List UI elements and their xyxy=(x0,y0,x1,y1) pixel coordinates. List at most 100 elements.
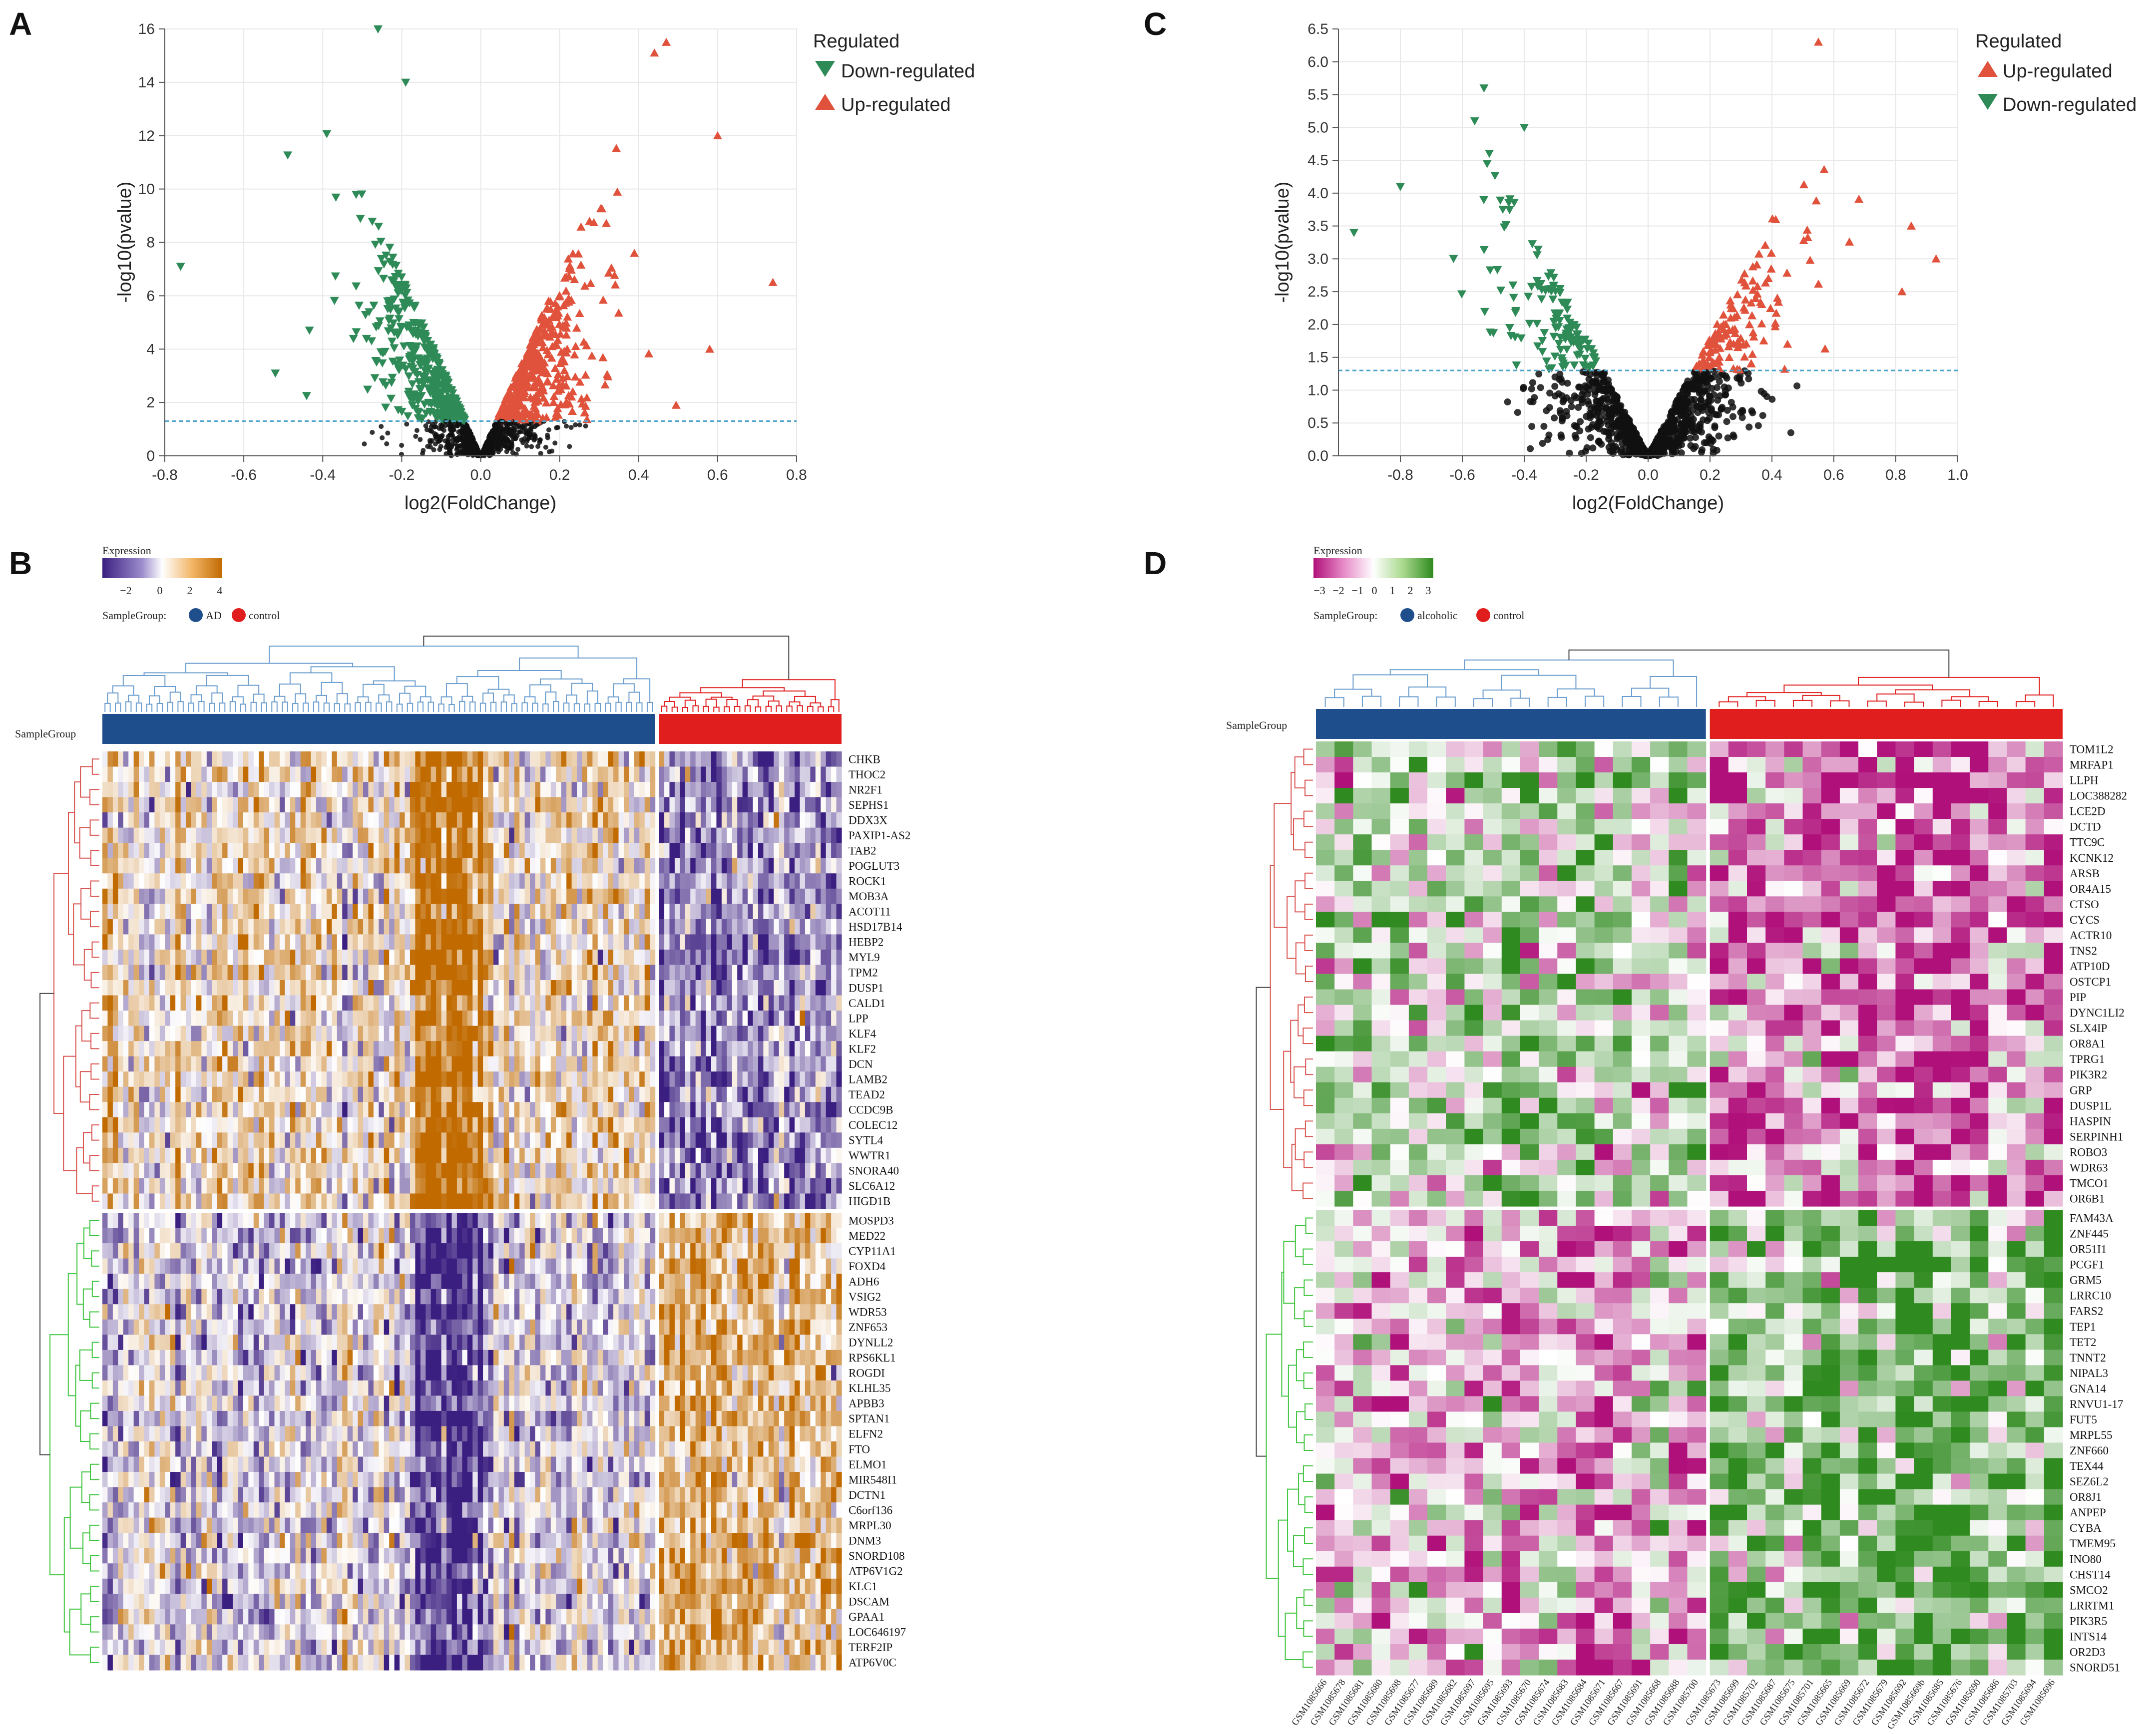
data-point-up xyxy=(572,324,581,332)
data-point-up xyxy=(539,386,548,394)
heatmap-cell xyxy=(592,827,598,843)
heatmap-cell xyxy=(540,934,546,950)
row-dendrogram-branch xyxy=(89,1524,99,1541)
heatmap-cell xyxy=(290,949,296,966)
column-dendrogram-branch xyxy=(148,695,160,704)
heatmap-cell xyxy=(300,904,306,920)
heatmap-cell xyxy=(664,858,670,874)
heatmap-cell xyxy=(337,812,343,828)
heatmap-cell xyxy=(337,843,343,859)
heatmap-cell xyxy=(737,949,743,966)
heatmap-cell xyxy=(363,751,369,767)
data-point-down xyxy=(387,276,397,285)
heatmap-cell xyxy=(716,919,722,935)
heatmap-cell xyxy=(290,766,296,782)
heatmap-cell xyxy=(144,843,150,859)
heatmap-cell xyxy=(763,934,769,950)
group-label-control: control xyxy=(249,609,280,622)
heatmap-cell xyxy=(540,797,546,813)
heatmap-cell xyxy=(112,949,118,966)
data-point-up xyxy=(589,218,599,227)
heatmap-cell xyxy=(316,827,322,843)
heatmap-cell xyxy=(779,858,785,874)
column-dendrogram-branch xyxy=(807,705,814,712)
heatmap-cell xyxy=(149,827,155,843)
heatmap-cell xyxy=(123,766,129,782)
heatmap-cell xyxy=(550,873,556,889)
data-point-ns xyxy=(1700,416,1707,424)
heatmap-cell xyxy=(337,766,343,782)
heatmap-cell xyxy=(431,919,436,935)
x-tick-label: -0.6 xyxy=(231,467,257,483)
heatmap-cell xyxy=(727,751,733,767)
heatmap-cell xyxy=(695,782,701,798)
heatmap-cell xyxy=(269,949,275,966)
heatmap-cell xyxy=(326,904,332,920)
heatmap-cell xyxy=(248,782,254,798)
heatmap-cell xyxy=(253,934,259,950)
heatmap-cell xyxy=(186,827,192,843)
data-point-down xyxy=(400,304,410,313)
heatmap-cell xyxy=(519,949,525,966)
data-point-up xyxy=(531,391,541,400)
heatmap-cell xyxy=(587,904,593,920)
x-tick-label: 0.8 xyxy=(786,467,807,483)
heatmap-cell xyxy=(206,949,212,966)
heatmap-cell xyxy=(196,751,202,767)
heatmap-cell xyxy=(436,782,442,798)
heatmap-cell xyxy=(467,858,473,874)
column-dendrogram-branch xyxy=(386,701,393,712)
heatmap-cell xyxy=(650,797,656,813)
heatmap-cell xyxy=(467,782,473,798)
data-point-ns xyxy=(1556,376,1563,383)
data-point-up xyxy=(570,350,579,358)
data-point-down xyxy=(379,260,389,269)
heatmap-cell xyxy=(102,858,108,874)
data-point-ns xyxy=(493,430,499,435)
heatmap-cell xyxy=(274,888,280,904)
heatmap-cell xyxy=(732,934,738,950)
heatmap-cell xyxy=(556,843,562,859)
heatmap-cell xyxy=(154,843,160,859)
heatmap-cell xyxy=(159,888,165,904)
column-dendrogram-branch xyxy=(469,701,476,712)
data-point-ns xyxy=(384,441,390,446)
heatmap-cell xyxy=(227,812,233,828)
row-dendrogram-branch xyxy=(89,789,99,805)
column-dendrogram-branch xyxy=(482,693,494,703)
heatmap-cell xyxy=(446,843,452,859)
heatmap-cell xyxy=(154,888,160,904)
heatmap-cell xyxy=(644,934,650,950)
heatmap-cell xyxy=(498,888,504,904)
heatmap-cell xyxy=(659,904,665,920)
heatmap-cell xyxy=(659,949,665,966)
heatmap-cell xyxy=(248,812,254,828)
heatmap-cell xyxy=(571,843,577,859)
heatmap-cell xyxy=(608,843,614,859)
heatmap-cell xyxy=(248,919,254,935)
heatmap-cell xyxy=(394,888,400,904)
heatmap-cell xyxy=(639,858,645,874)
heatmap-cell xyxy=(191,827,197,843)
column-dendrogram-branch xyxy=(584,703,591,712)
heatmap-cell xyxy=(685,873,691,889)
heatmap-cell xyxy=(748,858,754,874)
heatmap-cell xyxy=(680,904,686,920)
heatmap-cell xyxy=(629,888,635,904)
heatmap-cell xyxy=(664,782,670,798)
heatmap-cell xyxy=(384,843,390,859)
column-dendrogram-branch xyxy=(125,701,132,712)
heatmap-cell xyxy=(238,888,244,904)
heatmap-cell xyxy=(779,766,785,782)
heatmap-cell xyxy=(347,797,353,813)
heatmap-cell xyxy=(690,858,696,874)
heatmap-cell xyxy=(509,858,515,874)
heatmap-cell xyxy=(774,797,780,813)
heatmap-cell xyxy=(373,873,379,889)
heatmap-cell xyxy=(133,797,139,813)
heatmap-cell xyxy=(212,919,218,935)
heatmap-cell xyxy=(711,751,717,767)
row-dendrogram-branch xyxy=(82,1132,92,1164)
heatmap-cell xyxy=(243,965,249,981)
heatmap-cell xyxy=(337,919,343,935)
